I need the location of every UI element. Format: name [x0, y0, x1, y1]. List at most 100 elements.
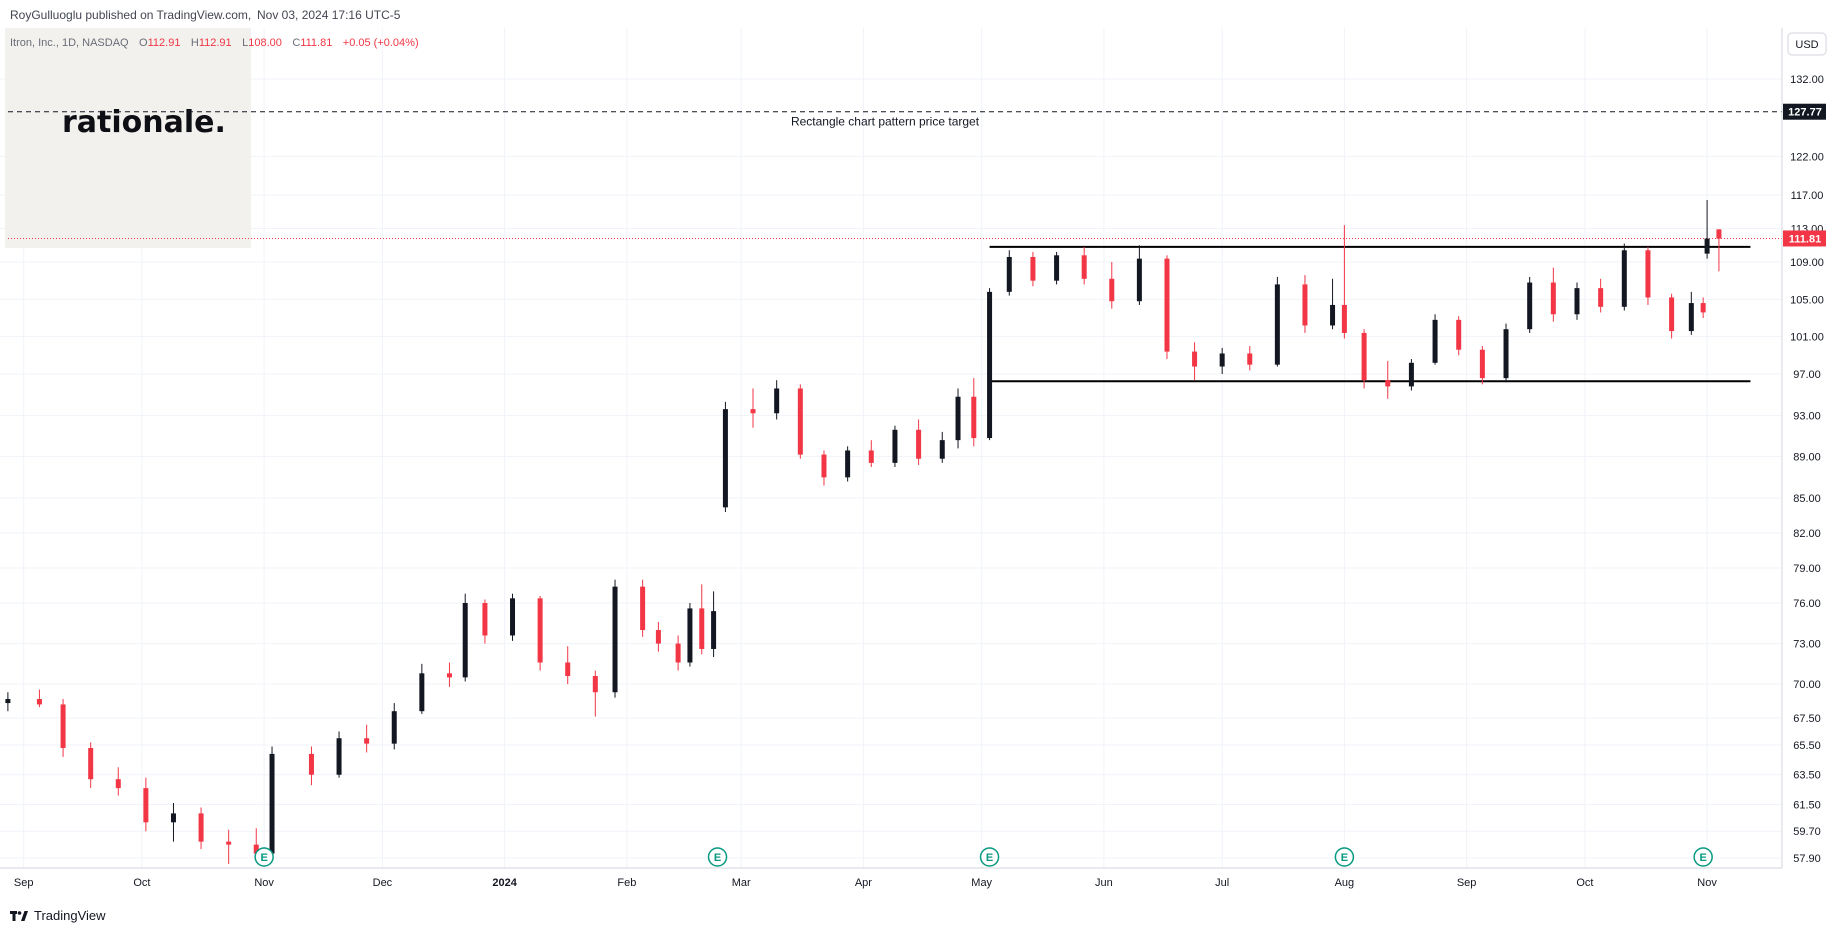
time-tick-label: Nov	[254, 877, 274, 889]
candle-body	[1054, 255, 1060, 281]
low-value: 108.00	[248, 37, 282, 49]
earnings-marker-circle	[1334, 847, 1355, 867]
svg-text:Itron, Inc., 1D, NASDAQ: Itron, Inc., 1D, NASDAQ O112.91 H112.91 …	[10, 33, 419, 50]
last-price-label: 111.81	[1789, 233, 1821, 245]
price-chart[interactable]: rationale. Itron, Inc., 1D, NASDAQ O112.…	[0, 0, 1835, 905]
candle-body	[1030, 256, 1036, 281]
candle	[170, 802, 176, 842]
candle-body	[1503, 329, 1509, 379]
candle	[537, 596, 543, 671]
earnings-marker[interactable]: E	[979, 847, 1000, 867]
candle-body	[1164, 258, 1170, 352]
candle-body	[143, 788, 149, 823]
candle-body	[1302, 284, 1308, 326]
candle-body	[1704, 238, 1710, 254]
candle	[1704, 200, 1710, 259]
candle-body	[419, 673, 425, 712]
candle-body	[88, 747, 94, 780]
time-tick-label: 2024	[492, 877, 517, 889]
publish-timestamp: Nov 03, 2024 17:16 UTC-5	[257, 8, 401, 22]
candle	[115, 767, 121, 796]
candle-body	[1432, 319, 1438, 363]
price-tick-label: 79.00	[1793, 563, 1821, 575]
candle-body	[845, 450, 851, 478]
price-tick-label: 122.00	[1790, 151, 1824, 163]
candle-body	[1330, 304, 1336, 326]
price-tick-label: 97.00	[1793, 369, 1821, 381]
candle	[1503, 323, 1509, 383]
time-tick-label: Oct	[133, 877, 150, 889]
candle	[971, 378, 977, 447]
candle	[5, 692, 11, 712]
price-tick-label: 109.00	[1790, 257, 1824, 269]
candle-body	[916, 429, 922, 459]
earnings-marker[interactable]: E	[254, 847, 274, 867]
earnings-marker[interactable]: E	[1693, 847, 1713, 867]
candlestick-series	[5, 200, 1722, 864]
candle	[892, 425, 898, 467]
candle	[482, 599, 488, 644]
candle-body	[60, 704, 66, 748]
candle	[1479, 346, 1485, 385]
candle	[1527, 276, 1533, 333]
candle	[1330, 278, 1336, 330]
candle	[774, 380, 780, 420]
candle	[462, 593, 468, 682]
candle-body	[655, 630, 661, 644]
candle	[269, 746, 275, 857]
symbol-name: Itron, Inc., 1D, NASDAQ	[10, 37, 129, 49]
symbol-legend[interactable]: Itron, Inc., 1D, NASDAQ O112.91 H112.91 …	[10, 33, 419, 50]
price-axis[interactable]: USD 57.90 59.70 61.50 63.50 65.50 67.50 70.00 7…	[1781, 28, 1827, 868]
candle-body	[565, 662, 571, 677]
candle-body	[612, 586, 618, 693]
time-tick-label: Aug	[1335, 877, 1355, 889]
candle-body	[1385, 380, 1391, 387]
earnings-marker[interactable]: E	[707, 847, 728, 867]
price-tick-label: 70.00	[1793, 679, 1821, 691]
candle	[1030, 251, 1036, 287]
price-tick-label: 61.50	[1793, 799, 1821, 811]
candle	[1054, 251, 1060, 285]
candle-body	[226, 841, 232, 845]
candle-body	[269, 753, 275, 854]
currency-button[interactable]	[1787, 32, 1827, 56]
time-tick-label: Jun	[1095, 877, 1113, 889]
candle	[711, 591, 717, 658]
candle-body	[1527, 282, 1533, 330]
candle	[1574, 282, 1580, 320]
candle	[391, 703, 397, 750]
time-tick-label: Jul	[1215, 877, 1229, 889]
candle-body	[774, 388, 780, 414]
candle-body	[1408, 362, 1414, 387]
time-tick-label: Oct	[1576, 877, 1593, 889]
candle	[226, 829, 232, 864]
price-tick-label: 65.50	[1793, 740, 1821, 752]
high-label: H	[191, 37, 199, 49]
candle	[198, 807, 204, 850]
candle	[797, 384, 803, 459]
publisher-text: RoyGulluoglu published on TradingView.co…	[10, 8, 252, 22]
time-axis[interactable]: Sep Oct Nov Dec 2024 Feb Mar Apr May Jun Jul Aug Sep…	[0, 867, 1782, 889]
candle	[821, 450, 827, 486]
candle	[1716, 229, 1722, 272]
candle	[364, 724, 370, 753]
candle	[612, 579, 618, 698]
candle-body	[1669, 297, 1675, 332]
earnings-marker-label: E	[260, 852, 267, 864]
candle-body	[1716, 229, 1722, 239]
time-tick-label: Apr	[855, 877, 872, 889]
currency-label: USD	[1795, 39, 1818, 51]
candle-body	[1700, 303, 1706, 313]
candle-body	[1550, 282, 1556, 315]
candle	[868, 440, 874, 467]
earnings-marker[interactable]: E	[1334, 847, 1355, 867]
candle	[1164, 255, 1170, 360]
candle-body	[1109, 278, 1115, 302]
candle	[36, 689, 42, 708]
candle-body	[699, 608, 705, 649]
candle	[845, 446, 851, 482]
candle	[1136, 245, 1142, 305]
candle-body	[722, 409, 728, 508]
candle	[1247, 346, 1253, 371]
